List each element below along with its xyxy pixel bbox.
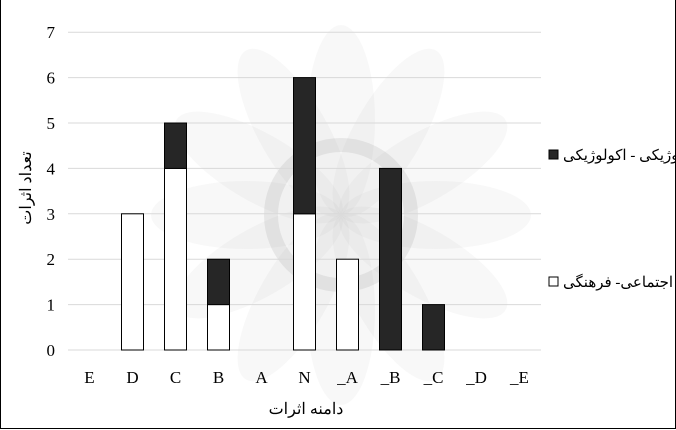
bar-segment-bio [379,167,402,351]
bar-segment-social [293,213,316,351]
bar-segment-bio [207,258,230,306]
bar-segment-bio [293,77,316,215]
x-tick-label: _A [336,368,359,387]
x-tick-label: _B [380,368,401,387]
legend-swatch-social [548,276,559,287]
x-tick-label: A [255,368,268,387]
bar-group [121,77,445,351]
bar-segment-social [164,167,187,351]
x-tick-label: C [170,368,181,387]
y-tick-label: 2 [47,250,56,269]
watermark-petal [307,25,375,215]
y-tick-label: 1 [47,296,56,315]
x-tick-label: N [298,368,310,387]
x-tick-label: E [84,368,94,387]
y-tick-label: 0 [47,341,56,360]
y-axis-title: تعداد اثرات [18,151,35,224]
x-tick-label: _D [465,368,487,387]
y-tick-labels: 0 1 2 3 4 5 6 7 [47,23,56,360]
x-tick-label: B [213,368,224,387]
bar-segment-bio [422,304,445,351]
bar-segment-social [207,304,230,351]
y-tick-label: 7 [47,23,56,42]
legend-label-bio: بیولوژیکی - اکولوژیکی [563,148,676,164]
legend: بیولوژیکی - اکولوژیکی اجتماعی- فرهنگی [548,148,676,291]
x-tick-label: _C [423,368,444,387]
legend-label-social: اجتماعی- فرهنگی [563,273,673,291]
bar-segment-social [121,213,144,351]
x-tick-label: D [126,368,138,387]
y-tick-label: 4 [47,159,56,178]
x-tick-label: _E [509,368,529,387]
y-tick-label: 6 [47,69,56,88]
legend-swatch-bio [548,149,559,160]
y-tick-label: 5 [47,114,56,133]
bar-segment-social [336,258,359,351]
watermark-petal [332,48,445,217]
bar-segment-bio [164,122,187,169]
y-tick-label: 3 [47,205,56,224]
x-tick-labels: E D C B A N _A _B _C _D _E [84,368,529,387]
x-axis-title: دامنه اثرات [269,401,344,418]
